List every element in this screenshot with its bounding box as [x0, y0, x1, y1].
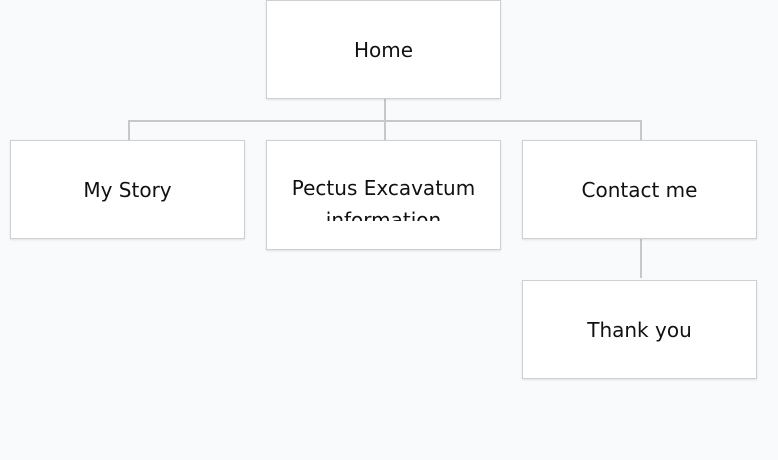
node-pectus-label: Pectus Excavatum information	[291, 176, 476, 221]
node-pectus-clip: Pectus Excavatum information	[267, 141, 500, 221]
node-thank-you-label: Thank you	[587, 317, 692, 342]
connector-home-down	[384, 98, 386, 121]
node-pectus-excavatum-information[interactable]: Pectus Excavatum information	[266, 140, 501, 250]
node-my-story[interactable]: My Story	[10, 140, 245, 239]
node-my-story-label: My Story	[83, 177, 172, 202]
node-home[interactable]: Home	[266, 0, 501, 99]
node-contact-me[interactable]: Contact me	[522, 140, 757, 239]
node-contact-me-label: Contact me	[581, 177, 698, 202]
connector-to-contact	[640, 120, 642, 141]
node-home-label: Home	[353, 37, 414, 62]
connector-to-pectus	[384, 120, 386, 141]
node-thank-you[interactable]: Thank you	[522, 280, 757, 379]
connector-to-my-story	[128, 120, 130, 141]
connector-contact-to-thank-you	[640, 238, 642, 278]
